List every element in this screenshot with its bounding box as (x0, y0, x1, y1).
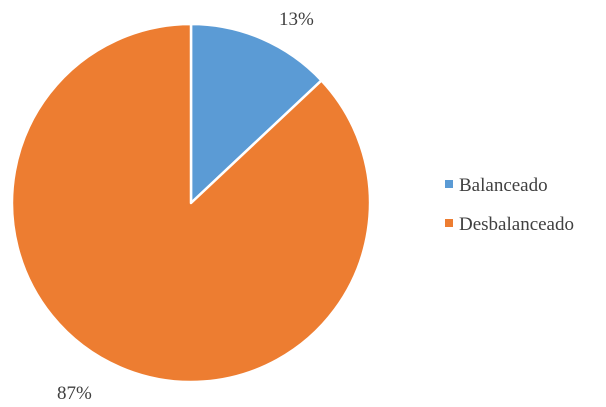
legend-label-desbalanceado: Desbalanceado (459, 214, 574, 235)
pie-slice-desbalanceado (10, 22, 372, 384)
pie-data-labels: 13% 87% (57, 9, 314, 404)
pie-slices (10, 22, 372, 384)
legend: Balanceado Desbalanceado (445, 175, 574, 235)
data-label-desbalanceado: 87% (57, 383, 92, 404)
legend-swatch-desbalanceado (445, 219, 453, 227)
legend-swatch-balanceado (445, 180, 453, 188)
pie-slice-balanceado (189, 22, 323, 205)
data-label-balanceado: 13% (279, 9, 314, 30)
legend-label-balanceado: Balanceado (459, 175, 548, 196)
